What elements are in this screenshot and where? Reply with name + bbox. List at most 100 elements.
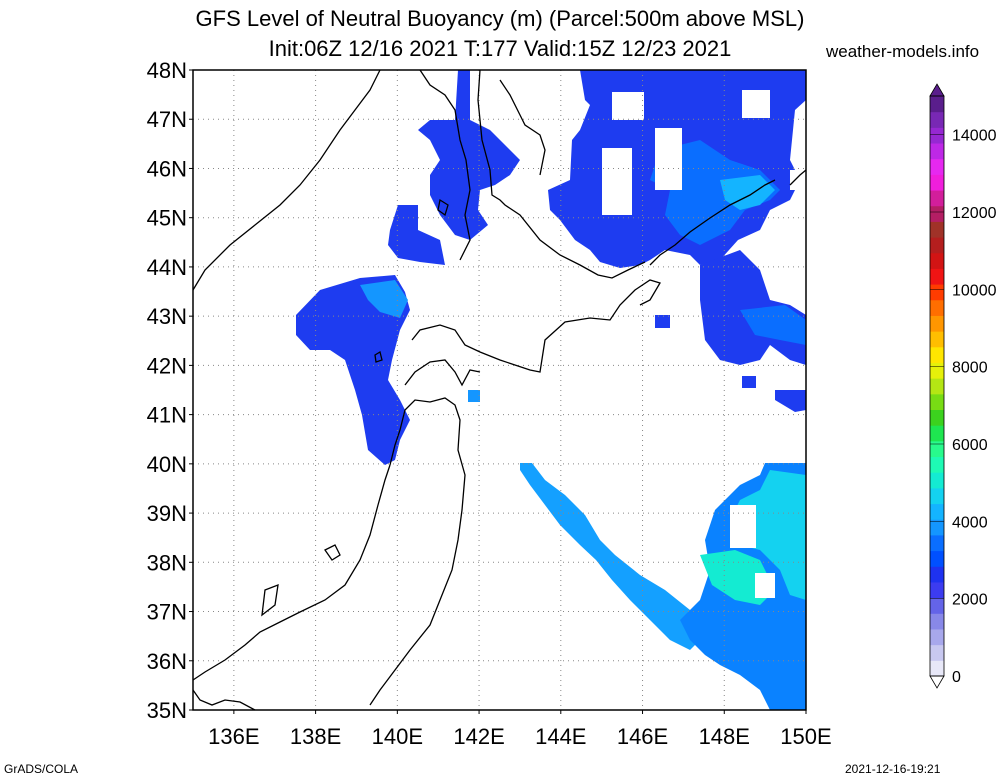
coast-kamchatka-tip xyxy=(789,169,807,186)
shading-okhotsk-cyan xyxy=(720,175,775,210)
colorbar-segment xyxy=(930,315,944,332)
colorbar-segment xyxy=(930,660,944,677)
colorbar-segment xyxy=(930,628,944,646)
shading-small-3 xyxy=(775,390,806,412)
shading-hole-4 xyxy=(742,90,770,118)
colorbar-segment xyxy=(930,503,944,520)
lon-tick-label: 140E xyxy=(372,724,423,749)
coast-kurils xyxy=(649,179,776,266)
colorbar-segment xyxy=(930,190,944,207)
colorbar-label: 10000 xyxy=(952,282,997,299)
coast-island-1 xyxy=(437,198,449,217)
longitude-labels: 136E 138E 140E 142E 144E 146E 148E 150E xyxy=(208,710,832,749)
colorbar-segment xyxy=(930,534,944,552)
lon-tick-label: 146E xyxy=(617,724,668,749)
map-title-line2: Init:06Z 12/16 2021 T:177 Valid:15Z 12/2… xyxy=(268,36,732,61)
lat-tick-label: 44N xyxy=(147,255,187,280)
lat-tick-label: 38N xyxy=(147,550,187,575)
colorbar-segment xyxy=(930,268,944,285)
colorbar-segment xyxy=(930,96,944,113)
lat-tick-label: 45N xyxy=(147,206,187,231)
colorbar-segment xyxy=(930,597,944,614)
map-frame xyxy=(192,69,807,711)
colorbar-segment xyxy=(930,613,944,630)
lon-tick-label: 136E xyxy=(208,724,259,749)
coast-south-honshu xyxy=(192,689,256,711)
colorbar-segment xyxy=(930,174,944,191)
colorbar-segment xyxy=(930,205,944,222)
colorbar-segment xyxy=(930,362,944,379)
lon-tick-label: 142E xyxy=(453,724,504,749)
colorbar-segment xyxy=(930,472,944,489)
colorbar-segment xyxy=(930,440,944,458)
colorbar-segment xyxy=(930,158,944,175)
colorbar-segment xyxy=(930,409,944,426)
shading-north-okhotsk-light xyxy=(650,140,780,245)
lat-tick-label: 39N xyxy=(147,501,187,526)
shading-kuril-east-light xyxy=(740,305,806,345)
lat-tick-label: 47N xyxy=(147,107,187,132)
lat-tick-label: 37N xyxy=(147,600,187,625)
colorbar-segment xyxy=(930,393,944,411)
latitude-labels: 35N 36N 37N 38N 39N 40N 41N 42N 43N 44N 45N 46N 47N 4… xyxy=(147,58,193,723)
lat-tick-label: 48N xyxy=(147,58,187,83)
colorbar-segment xyxy=(930,331,944,348)
shading-primorye xyxy=(388,205,445,265)
colorbar-segment xyxy=(930,252,944,269)
shading-sakhalin-strip xyxy=(418,70,520,240)
coast-sakhalin-east xyxy=(499,79,546,176)
colorbar-label: 2000 xyxy=(952,592,988,609)
colorbar-segment xyxy=(930,111,944,128)
shading-small-4 xyxy=(742,376,756,388)
shading-hole-5 xyxy=(790,170,806,190)
shading-hole-3 xyxy=(602,148,632,215)
coast-island-2 xyxy=(374,350,383,363)
shading-hole-1 xyxy=(612,92,644,120)
colorbar-segment xyxy=(930,127,944,144)
shading-sea-japan-light xyxy=(360,280,408,318)
coast-honshu-west xyxy=(192,464,391,681)
colorbar-label: 8000 xyxy=(952,360,988,377)
colorbar-segment xyxy=(930,299,944,316)
coast-asia-mainland xyxy=(192,69,381,291)
colorbar-segment xyxy=(930,487,944,505)
colorbar-segment xyxy=(930,346,944,363)
lat-tick-label: 41N xyxy=(147,403,187,428)
lon-tick-label: 144E xyxy=(535,724,586,749)
coast-sado xyxy=(324,544,341,561)
coast-honshu-north xyxy=(369,397,466,706)
shading-southeast-hole-2 xyxy=(755,573,775,598)
colorbar-label: 4000 xyxy=(952,514,988,531)
colorbar-label: 14000 xyxy=(952,128,997,145)
colorbar: 0 2000 4000 6000 8000 10000 12000 14000 xyxy=(929,83,997,689)
colorbar-max-arrow xyxy=(929,83,945,97)
coastlines xyxy=(192,69,807,711)
colorbar-segment xyxy=(930,378,944,395)
colorbar-segment xyxy=(930,581,944,599)
colorbar-label: 6000 xyxy=(952,437,988,454)
coast-hokkaido xyxy=(411,279,661,373)
colorbar-segment xyxy=(930,519,944,536)
colorbar-segment xyxy=(930,550,944,567)
colorbar-segment xyxy=(930,143,944,160)
colorbar-segment xyxy=(930,221,944,238)
lon-tick-label: 150E xyxy=(780,724,831,749)
coast-noto xyxy=(261,583,279,617)
colorbar-segment xyxy=(930,237,944,254)
colorbar-segment xyxy=(930,456,944,473)
coast-primorye xyxy=(419,69,471,261)
shading-small-2 xyxy=(655,315,670,328)
footer-timestamp: 2021-12-16-19:21 xyxy=(845,762,941,776)
colorbar-label: 12000 xyxy=(952,205,997,222)
shading-diagonal-band xyxy=(520,463,700,650)
coast-hokkaido-south xyxy=(404,359,481,387)
footer-credit: GrADS/COLA xyxy=(4,762,79,776)
lat-tick-label: 46N xyxy=(147,156,187,181)
shading-southeast-hole xyxy=(730,505,756,548)
site-credit: weather-models.info xyxy=(826,42,980,61)
colorbar-segment xyxy=(930,284,944,301)
colorbar-label: 0 xyxy=(952,669,961,686)
lon-tick-label: 148E xyxy=(699,724,750,749)
lat-tick-label: 35N xyxy=(147,698,187,723)
